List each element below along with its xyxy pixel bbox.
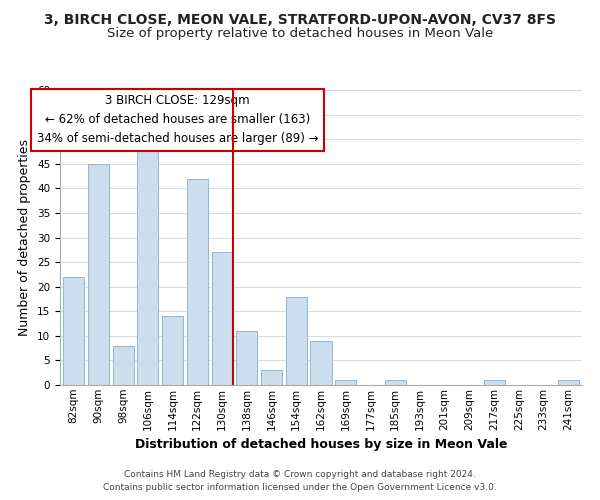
Bar — [335, 380, 356, 385]
Text: 3, BIRCH CLOSE, MEON VALE, STRATFORD-UPON-AVON, CV37 8FS: 3, BIRCH CLOSE, MEON VALE, STRATFORD-UPO… — [44, 12, 556, 26]
Bar — [286, 296, 307, 385]
Y-axis label: Number of detached properties: Number of detached properties — [19, 139, 31, 336]
X-axis label: Distribution of detached houses by size in Meon Vale: Distribution of detached houses by size … — [135, 438, 507, 451]
Bar — [558, 380, 579, 385]
Text: 3 BIRCH CLOSE: 129sqm
← 62% of detached houses are smaller (163)
34% of semi-det: 3 BIRCH CLOSE: 129sqm ← 62% of detached … — [37, 94, 318, 146]
Text: Size of property relative to detached houses in Meon Vale: Size of property relative to detached ho… — [107, 28, 493, 40]
Bar — [113, 346, 134, 385]
Bar — [236, 331, 257, 385]
Bar — [162, 316, 183, 385]
Text: Contains HM Land Registry data © Crown copyright and database right 2024.
Contai: Contains HM Land Registry data © Crown c… — [103, 470, 497, 492]
Bar — [212, 252, 233, 385]
Bar — [484, 380, 505, 385]
Bar — [310, 341, 332, 385]
Bar — [187, 178, 208, 385]
Bar — [137, 139, 158, 385]
Bar — [88, 164, 109, 385]
Bar — [63, 277, 84, 385]
Bar — [261, 370, 282, 385]
Bar — [385, 380, 406, 385]
